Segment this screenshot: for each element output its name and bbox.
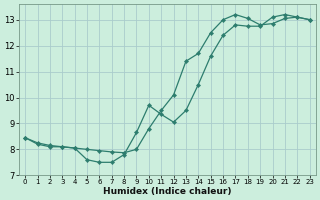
- X-axis label: Humidex (Indice chaleur): Humidex (Indice chaleur): [103, 187, 232, 196]
